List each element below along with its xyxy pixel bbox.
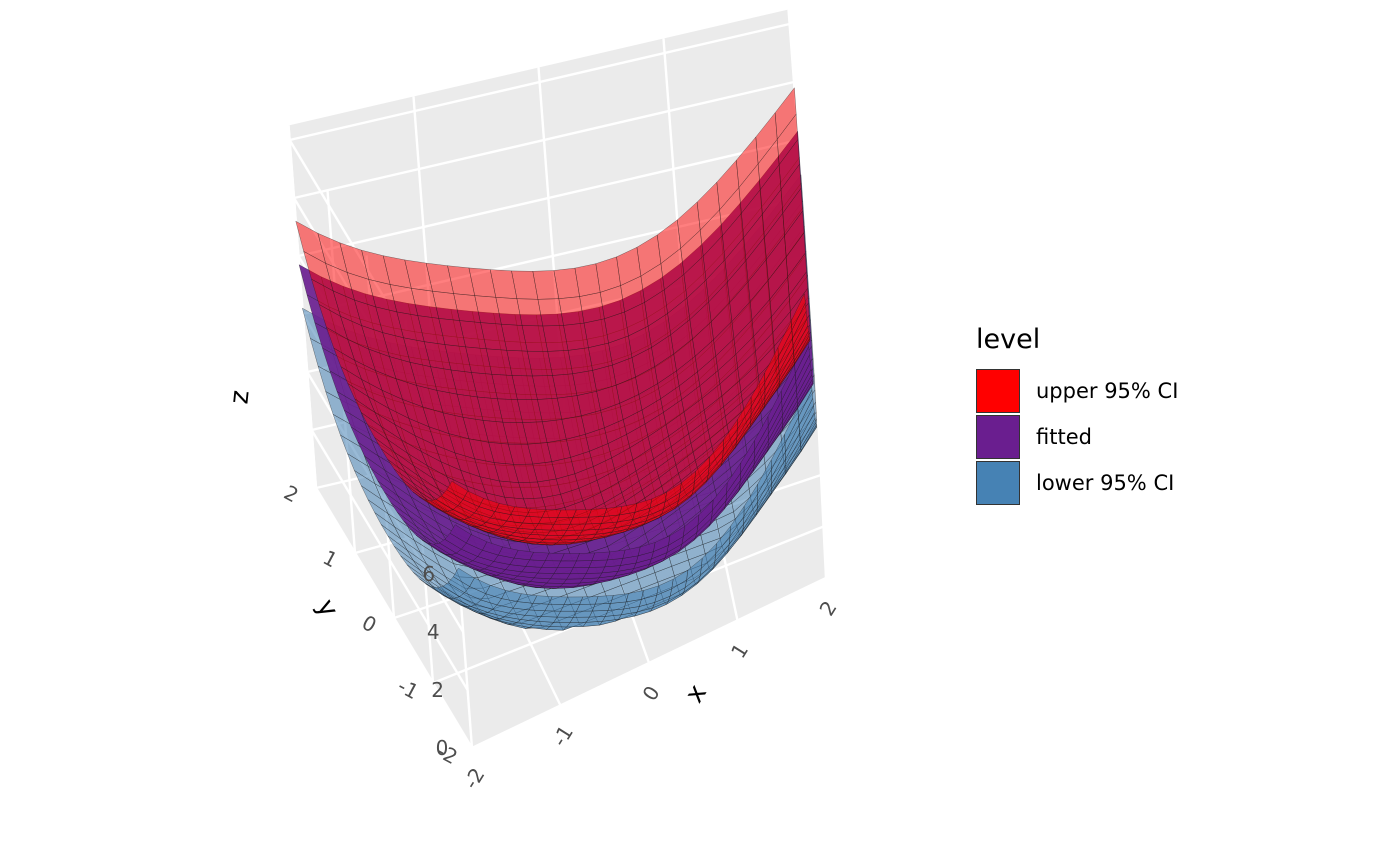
y-axis-title: y	[310, 594, 344, 622]
z-tick-label: 0	[436, 736, 449, 760]
x-tick-label: 1	[726, 639, 753, 663]
back-gridline-horizontal	[289, 22, 790, 142]
legend-key-upper	[976, 369, 1020, 413]
left-gridline-horizontal	[310, 429, 469, 691]
x-axis-title: x	[679, 679, 713, 708]
y-tick-label: 1	[319, 545, 342, 572]
z-tick-label: 6	[422, 562, 435, 586]
legend-label-lower: lower 95% CI	[1036, 471, 1175, 495]
legend-key-lower	[976, 461, 1020, 505]
back-gridline-horizontal	[293, 80, 795, 200]
legend-key-fitted	[976, 415, 1020, 459]
legend-item-lower: lower 95% CI	[976, 460, 1236, 506]
z-tick-label: 2	[431, 678, 444, 702]
left-gridline-vertical	[287, 125, 318, 489]
legend-item-upper: upper 95% CI	[976, 368, 1236, 414]
legend-label-fitted: fitted	[1036, 425, 1092, 449]
x-tick-label: 2	[815, 597, 842, 621]
z-axis-title: z	[224, 389, 255, 406]
plot-surfaces	[295, 87, 817, 631]
legend-item-fitted: fitted	[976, 414, 1236, 460]
back-gridline-horizontal	[298, 138, 799, 258]
z-tick-label: 4	[427, 620, 440, 644]
x-tick-label: -1	[547, 721, 578, 751]
floor-gridline-x	[814, 371, 828, 579]
surface-facet	[453, 567, 475, 587]
legend-title: level	[976, 324, 1041, 355]
y-tick-label: 0	[358, 610, 381, 637]
legend: level upper 95% CI fitted lower 95% CI	[976, 322, 1236, 506]
surface-facet	[449, 524, 472, 544]
y-tick-label: 2	[280, 480, 303, 507]
surface-facet	[446, 480, 469, 500]
upper-surface	[295, 87, 811, 546]
legend-label-upper: upper 95% CI	[1036, 379, 1179, 403]
x-tick-label: -2	[459, 763, 490, 793]
x-tick-label: 0	[638, 682, 665, 706]
y-tick-label: -1	[394, 674, 423, 705]
